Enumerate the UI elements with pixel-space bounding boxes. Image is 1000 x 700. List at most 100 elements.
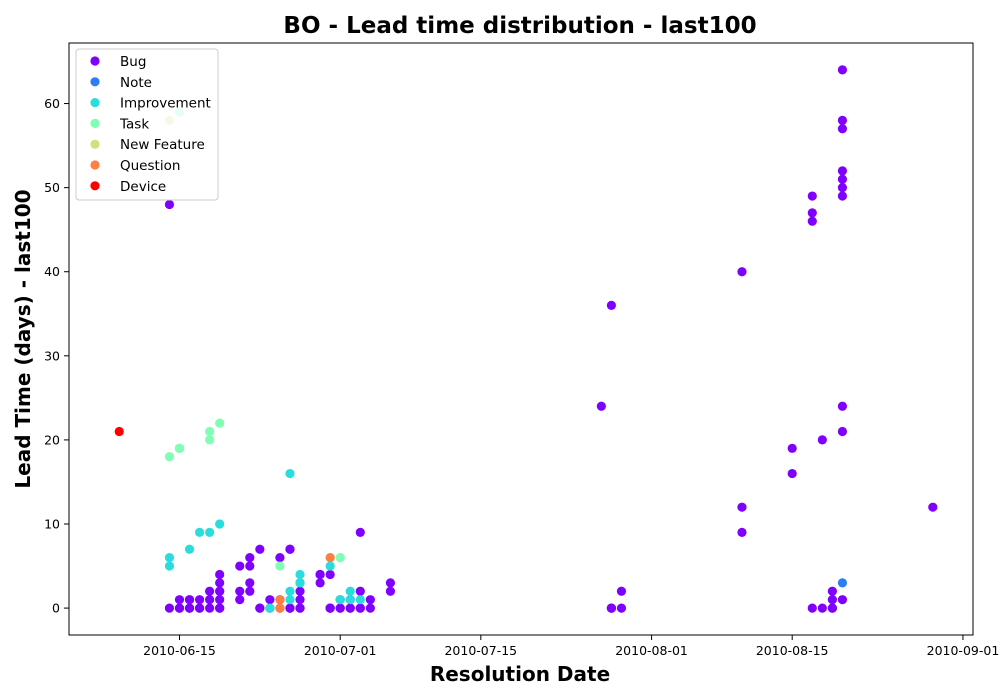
data-point [837,578,848,588]
y-tick-label: 10 [44,517,60,532]
data-point [385,578,396,588]
data-point [315,578,325,588]
data-point [235,595,245,605]
data-point [114,426,124,437]
series-device [114,426,124,437]
legend-marker [90,181,100,191]
data-point [345,586,355,596]
data-point [295,603,305,613]
data-point [245,553,255,563]
data-point [205,527,215,538]
x-tick-label: 2010-08-15 [756,643,829,658]
data-point [365,603,375,613]
data-point [335,603,345,613]
data-point [215,595,225,605]
data-point [837,174,848,184]
data-point [194,595,205,605]
data-point [817,603,827,613]
data-point [205,603,215,613]
plot-frame [68,42,974,636]
x-axis-label: Resolution Date [430,662,610,686]
y-tick-label: 40 [44,264,60,279]
data-point [315,569,325,580]
data-point [174,595,185,605]
data-point [275,553,285,563]
data-point [215,603,225,613]
y-axis-label: Lead Time (days) - last100 [11,189,35,488]
data-point [335,553,345,563]
data-point [807,603,817,613]
data-point [345,603,355,613]
data-point [295,569,305,580]
x-tick-label: 2010-07-01 [304,643,377,658]
data-point [837,401,848,411]
data-point [737,502,747,512]
data-point [235,586,245,596]
legend-label: Bug [120,54,146,70]
data-point [245,586,255,596]
data-point [255,603,265,613]
data-point [837,595,848,605]
series-question [275,553,335,613]
data-point [355,603,365,613]
data-point [837,426,848,437]
legend-frame [75,48,219,201]
data-point [355,586,365,596]
data-point [837,166,848,176]
data-point [787,468,797,479]
data-point [606,300,617,310]
data-point [184,603,195,613]
data-point [235,561,245,571]
data-point [184,595,195,605]
data-point [928,502,938,512]
data-point [385,586,396,596]
data-point [205,426,215,437]
series-bug [164,65,938,613]
data-point [285,586,295,596]
legend-label: Improvement [120,96,211,112]
data-point [285,468,295,479]
data-point [275,603,285,613]
data-point [827,586,837,596]
data-point [164,199,175,210]
data-point [205,586,215,596]
legend-marker [90,98,100,108]
data-point [325,569,335,580]
legend: Bug Note Improvement Task New Feature Questio… [75,48,219,201]
legend-marker [90,139,100,149]
data-point [285,595,295,605]
data-point [245,561,255,571]
data-point [205,595,215,605]
data-point [355,595,365,605]
x-axis: 2010-06-15 2010-07-01 2010-07-15 2010-08-01… [143,635,999,658]
data-point [194,603,205,613]
y-tick-label: 30 [44,348,60,363]
data-point [215,418,225,428]
data-point [837,183,848,193]
data-point [164,603,175,613]
data-point [215,578,225,588]
data-point [596,401,606,411]
data-point [194,527,205,538]
data-point [265,595,275,605]
data-point [265,603,275,613]
data-point [837,191,848,201]
x-tick-label: 2010-08-01 [615,643,688,658]
data-point [787,443,797,453]
data-point [164,452,175,462]
data-point [807,216,817,226]
legend-label: New Feature [120,137,205,153]
y-axis: 0 10 20 30 40 50 60 [44,96,69,616]
data-point [275,595,285,605]
legend-label: Question [120,158,180,174]
data-point [817,435,827,445]
data-point [827,603,837,613]
data-point [215,569,225,580]
data-point [616,603,627,613]
data-point [335,595,345,605]
y-tick-label: 0 [52,601,60,616]
legend-label: Device [120,179,166,195]
y-tick-label: 50 [44,180,60,195]
data-point [606,603,617,613]
